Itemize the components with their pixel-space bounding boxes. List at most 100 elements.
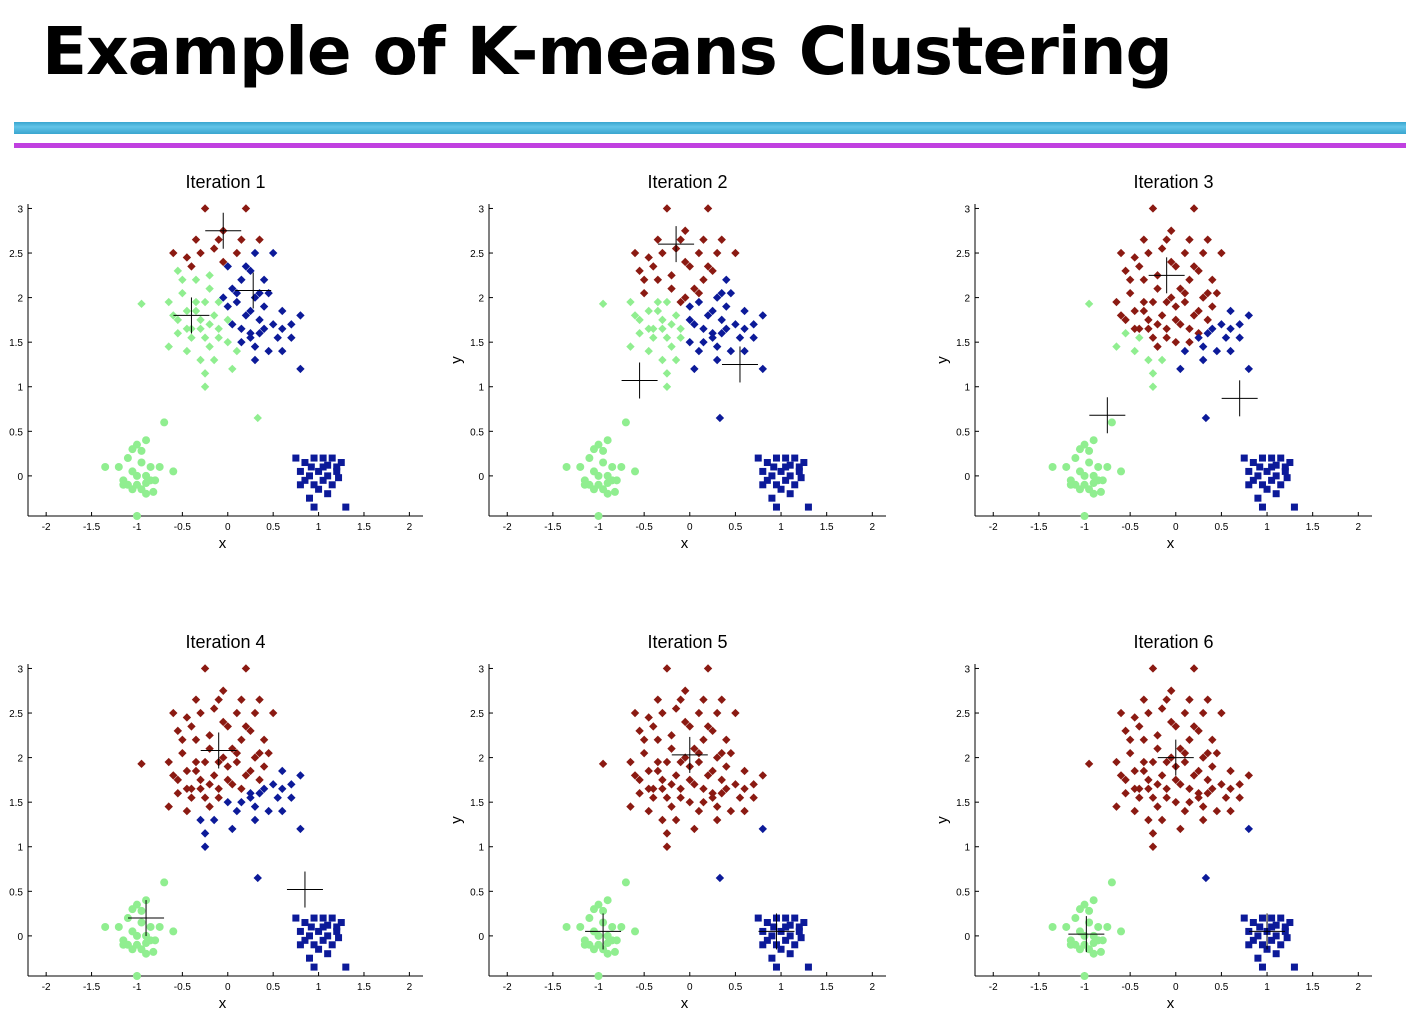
data-point (178, 735, 187, 744)
data-point (667, 342, 676, 351)
data-point (1162, 235, 1171, 244)
data-point (1226, 806, 1235, 816)
data-point (310, 481, 318, 489)
data-point (1096, 947, 1105, 956)
y-tick-label: 2.5 (956, 249, 970, 260)
data-point (200, 757, 210, 767)
data-point (259, 735, 269, 744)
x-tick-label: 0.5 (266, 522, 280, 533)
data-point (232, 297, 242, 307)
data-point (676, 793, 685, 802)
data-point (1283, 474, 1291, 482)
data-point (717, 775, 726, 785)
data-point (1258, 503, 1266, 511)
x-tick-label: 1.5 (1306, 982, 1320, 993)
data-point (717, 789, 726, 798)
data-point (699, 324, 708, 333)
data-point (685, 797, 694, 807)
data-point (653, 306, 663, 316)
data-point (1089, 479, 1098, 488)
x-tick-label: 1.5 (357, 522, 371, 533)
y-tick-label: 3 (17, 664, 23, 675)
y-tick-label: 3 (964, 204, 970, 215)
data-point (763, 476, 771, 484)
data-point (246, 266, 255, 276)
data-point (328, 481, 336, 489)
data-point (576, 922, 585, 931)
data-point (795, 463, 803, 471)
data-point (1212, 806, 1222, 816)
data-point (1221, 793, 1231, 802)
data-point (191, 297, 201, 307)
data-point (722, 302, 731, 311)
data-point (305, 954, 313, 962)
data-point (255, 775, 264, 785)
data-point (708, 766, 717, 776)
data-point (1290, 963, 1298, 971)
data-point (1162, 333, 1171, 342)
data-point (1203, 789, 1212, 798)
data-point (178, 275, 187, 284)
x-tick-label: 2 (870, 522, 876, 533)
data-point (1286, 919, 1294, 927)
data-point (649, 793, 658, 802)
data-point (758, 771, 767, 780)
data-point (182, 806, 192, 816)
data-point (1226, 306, 1235, 316)
data-point (580, 480, 589, 489)
data-point (594, 471, 603, 480)
data-point (610, 487, 619, 496)
data-point (205, 284, 214, 293)
data-point (142, 479, 151, 488)
data-point (1130, 324, 1139, 333)
x-tick-label: -0.5 (174, 522, 192, 533)
x-tick-label: -2 (42, 522, 51, 533)
data-point (649, 262, 658, 271)
data-point (722, 762, 731, 771)
data-point (287, 320, 296, 329)
data-point (319, 914, 327, 922)
data-point (296, 941, 304, 949)
data-point (268, 320, 278, 329)
data-point (137, 446, 146, 455)
data-point (671, 815, 681, 825)
data-point (1094, 922, 1103, 931)
data-point (324, 461, 332, 469)
data-point (149, 947, 158, 956)
data-point (763, 459, 771, 467)
data-point (1112, 802, 1121, 811)
data-point (1075, 945, 1084, 954)
data-point (1254, 494, 1262, 502)
data-point (1254, 932, 1262, 940)
x-tick-label: 0 (687, 522, 693, 533)
data-point (782, 476, 790, 484)
data-point (749, 333, 758, 342)
data-point (164, 342, 173, 351)
data-point (768, 494, 776, 502)
data-point (594, 972, 603, 980)
data-point (1290, 503, 1298, 511)
data-point (598, 759, 608, 769)
data-point (237, 235, 246, 244)
data-point (1194, 793, 1203, 802)
data-point (333, 927, 341, 935)
x-tick-label: 0 (1173, 982, 1179, 993)
data-point (1235, 793, 1244, 802)
data-point (237, 695, 246, 704)
data-point (1226, 766, 1235, 776)
data-point (715, 413, 725, 423)
data-point (1089, 896, 1098, 905)
data-point (214, 297, 223, 307)
data-point (1148, 664, 1158, 673)
data-point (782, 936, 790, 944)
data-point (191, 695, 201, 704)
data-point (246, 766, 255, 776)
data-point (681, 686, 690, 695)
y-tick-label: 2 (964, 294, 970, 305)
data-point (1201, 873, 1211, 883)
data-point (296, 467, 304, 475)
data-point (1189, 664, 1199, 673)
data-point (315, 927, 323, 935)
x-axis-label: x (1167, 535, 1175, 552)
data-point (703, 664, 713, 673)
